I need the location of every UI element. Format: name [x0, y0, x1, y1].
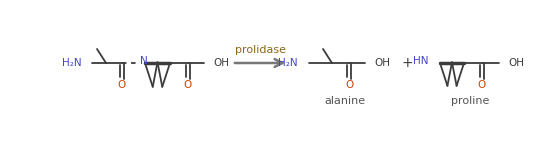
Text: HN: HN — [413, 56, 428, 66]
Text: N: N — [140, 56, 148, 66]
Text: proline: proline — [451, 96, 489, 106]
Text: OH: OH — [508, 58, 524, 68]
Text: OH: OH — [213, 58, 229, 68]
Text: O: O — [478, 80, 486, 90]
Text: O: O — [345, 80, 353, 90]
Text: H₂N: H₂N — [278, 58, 298, 68]
Text: H₂N: H₂N — [62, 58, 82, 68]
Text: +: + — [401, 56, 413, 70]
Text: O: O — [184, 80, 192, 90]
Text: OH: OH — [374, 58, 390, 68]
Text: alanine: alanine — [325, 96, 366, 106]
Text: prolidase: prolidase — [234, 45, 285, 55]
Text: O: O — [118, 80, 126, 90]
